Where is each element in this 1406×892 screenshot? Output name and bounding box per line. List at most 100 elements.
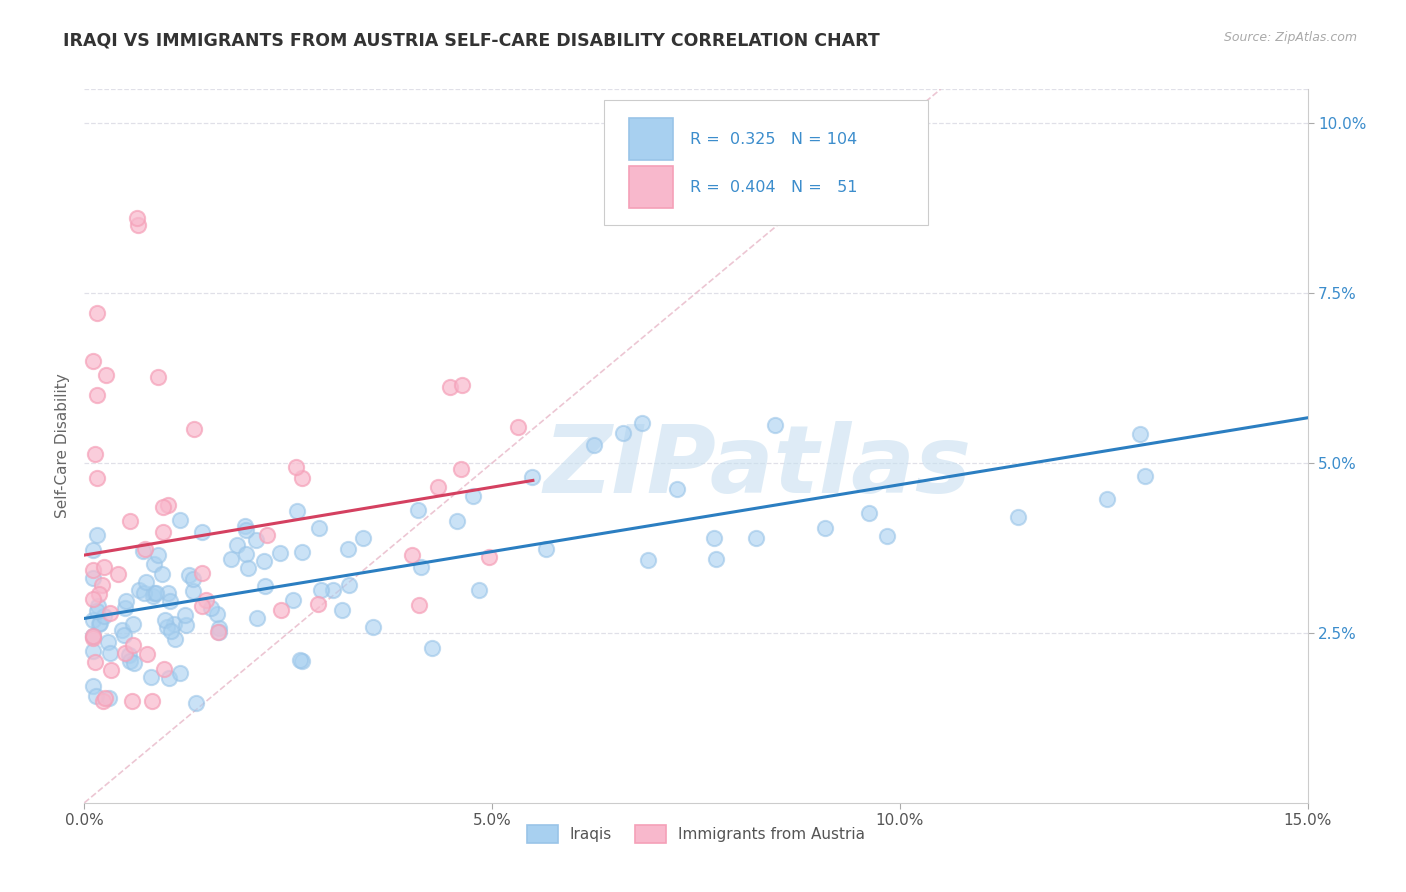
- Point: [1135, 468, 1157, 483]
- Point: [141, 694, 163, 708]
- Y-axis label: Self-Care Disability: Self-Care Disability: [55, 374, 70, 518]
- Point: [637, 553, 659, 567]
- Point: [128, 583, 150, 598]
- Point: [745, 531, 768, 545]
- Point: [114, 646, 136, 660]
- Point: [86, 388, 108, 402]
- Point: [408, 599, 430, 613]
- Point: [86, 528, 108, 542]
- Point: [291, 471, 314, 485]
- Point: [285, 504, 308, 518]
- Point: [536, 541, 558, 556]
- Point: [100, 663, 122, 677]
- Point: [100, 606, 122, 620]
- Point: [143, 558, 166, 572]
- Point: [309, 582, 332, 597]
- Point: [468, 583, 491, 598]
- Point: [253, 554, 276, 568]
- Point: [269, 546, 291, 560]
- Point: [91, 577, 114, 591]
- Text: R =  0.404   N =   51: R = 0.404 N = 51: [690, 180, 858, 195]
- Point: [114, 628, 136, 642]
- Point: [86, 599, 108, 613]
- Text: R =  0.325   N = 104: R = 0.325 N = 104: [690, 132, 858, 146]
- Point: [288, 653, 311, 667]
- Point: [283, 592, 305, 607]
- Point: [665, 482, 688, 496]
- Point: [439, 380, 461, 394]
- Point: [191, 599, 214, 613]
- Point: [82, 631, 104, 645]
- Point: [208, 624, 231, 639]
- Point: [307, 597, 329, 611]
- Point: [114, 594, 136, 608]
- Point: [114, 600, 136, 615]
- Text: Source: ZipAtlas.com: Source: ZipAtlas.com: [1223, 31, 1357, 45]
- Point: [337, 542, 360, 557]
- Point: [86, 604, 108, 618]
- Point: [91, 694, 114, 708]
- Point: [221, 551, 243, 566]
- Point: [132, 544, 155, 558]
- Point: [446, 514, 468, 528]
- FancyBboxPatch shape: [628, 118, 672, 160]
- Point: [184, 696, 207, 710]
- Point: [153, 613, 176, 627]
- Point: [152, 500, 174, 514]
- Point: [82, 644, 104, 658]
- Point: [86, 690, 108, 704]
- Point: [141, 670, 163, 684]
- Point: [132, 586, 155, 600]
- Point: [163, 632, 186, 647]
- Point: [207, 607, 229, 621]
- Point: [86, 471, 108, 485]
- Point: [361, 620, 384, 634]
- Legend: Iraqis, Immigrants from Austria: Iraqis, Immigrants from Austria: [522, 819, 870, 848]
- Point: [352, 531, 374, 545]
- Point: [246, 611, 269, 625]
- Point: [200, 601, 222, 615]
- Point: [82, 614, 104, 628]
- Point: [169, 665, 191, 680]
- Point: [235, 547, 257, 561]
- Point: [583, 437, 606, 451]
- Point: [285, 460, 308, 475]
- Point: [451, 377, 474, 392]
- Point: [181, 573, 204, 587]
- Point: [86, 306, 108, 320]
- Point: [238, 560, 260, 574]
- Point: [245, 533, 267, 547]
- Point: [308, 520, 330, 534]
- Point: [118, 514, 141, 528]
- Point: [122, 638, 145, 652]
- Point: [176, 618, 198, 632]
- Point: [813, 521, 835, 535]
- Point: [145, 586, 167, 600]
- Point: [84, 656, 107, 670]
- Point: [121, 694, 143, 708]
- Point: [127, 211, 149, 226]
- Point: [142, 585, 165, 599]
- Point: [506, 419, 529, 434]
- Point: [150, 567, 173, 582]
- Point: [94, 690, 117, 705]
- Point: [322, 582, 344, 597]
- Point: [82, 679, 104, 693]
- Point: [134, 541, 156, 556]
- Point: [111, 623, 134, 637]
- Point: [82, 630, 104, 644]
- Point: [146, 548, 169, 562]
- Point: [98, 690, 121, 705]
- Point: [148, 370, 170, 384]
- Point: [1097, 491, 1119, 506]
- Point: [191, 524, 214, 539]
- Point: [191, 566, 214, 581]
- Point: [406, 503, 429, 517]
- Point: [291, 654, 314, 668]
- Point: [82, 354, 104, 368]
- Point: [82, 563, 104, 577]
- Point: [401, 548, 423, 562]
- Point: [703, 531, 725, 545]
- Point: [93, 559, 115, 574]
- Point: [160, 624, 183, 638]
